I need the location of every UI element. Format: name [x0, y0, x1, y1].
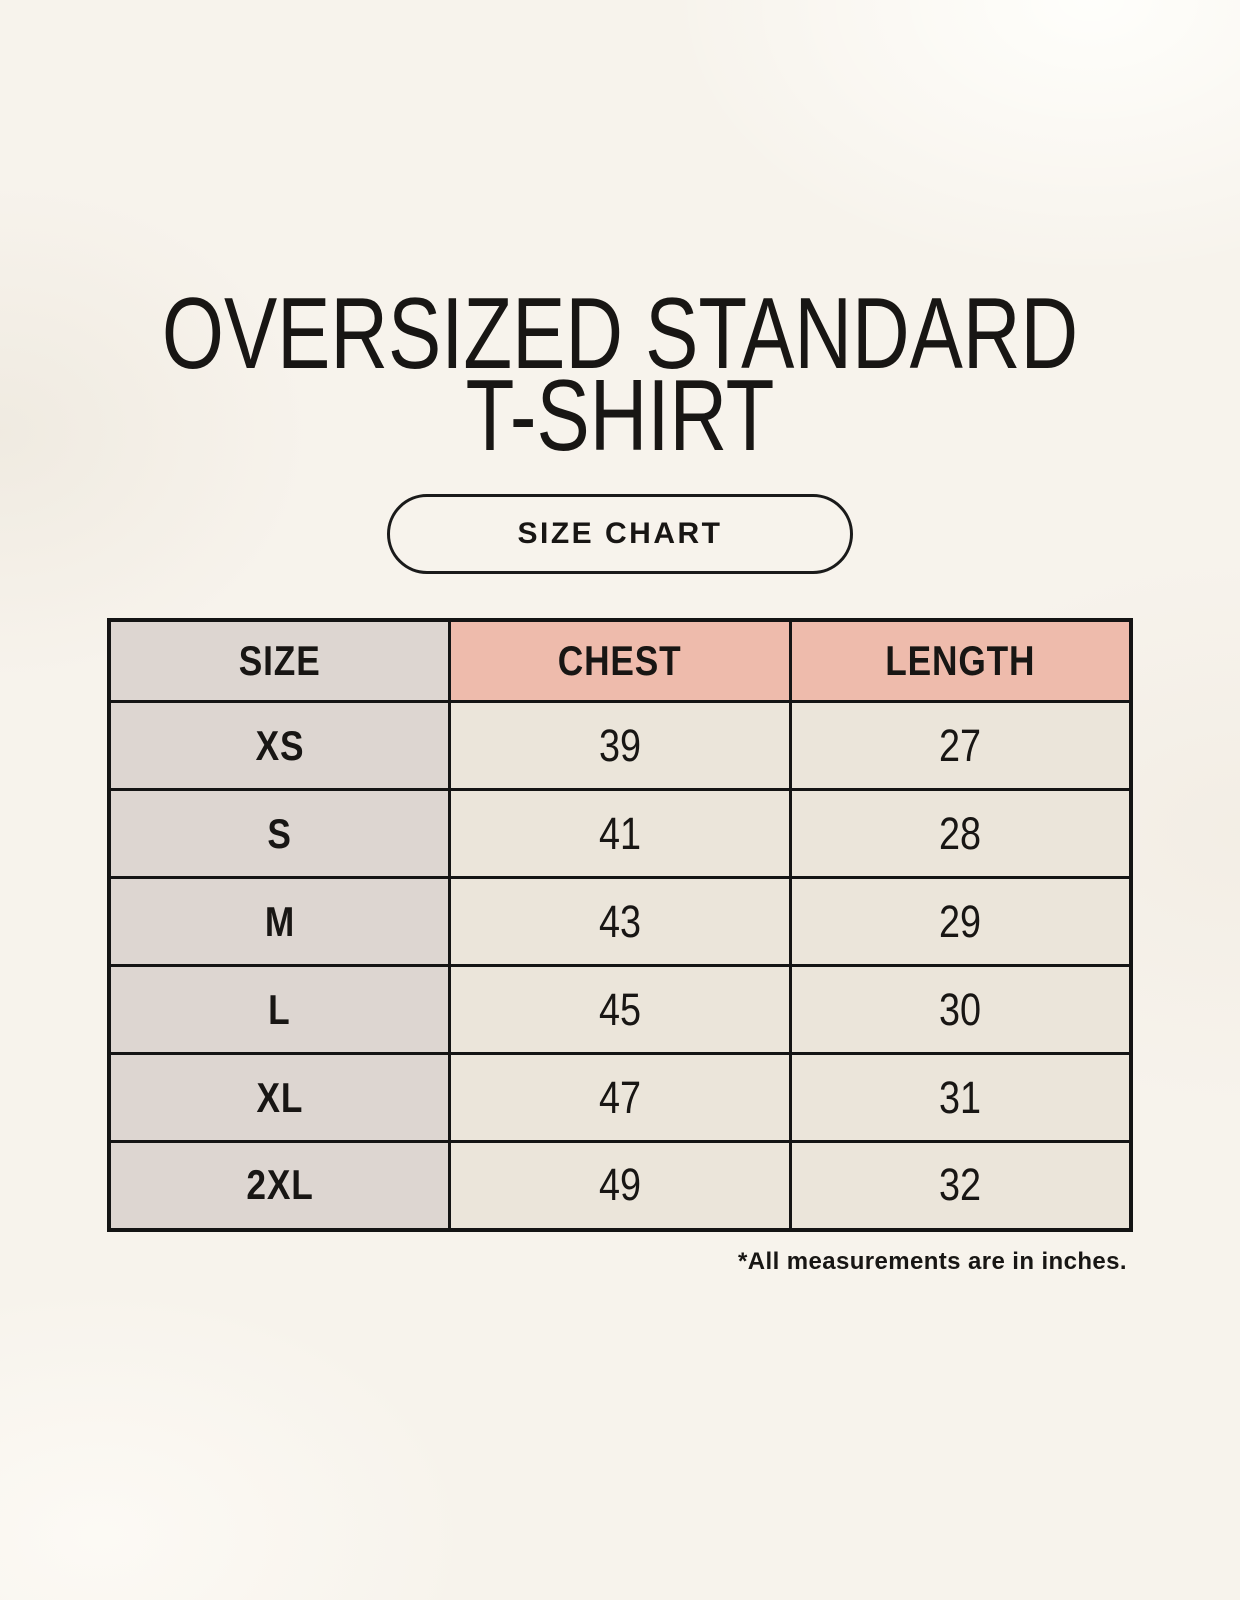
size-chart-badge[interactable]: SIZE CHART	[387, 493, 853, 574]
length-value-cell: 29	[788, 876, 1133, 968]
measurements-footnote: *All measurements are in inches.	[738, 1247, 1127, 1275]
size-label: S	[267, 809, 292, 857]
chest-value: 41	[598, 807, 642, 859]
chest-value-cell: 43	[448, 876, 792, 968]
length-value: 29	[939, 895, 982, 947]
page-title: OVERSIZED STANDARD T-SHIRT	[0, 278, 1240, 472]
length-value-cell: 27	[788, 700, 1133, 792]
chest-value-cell: 41	[448, 788, 792, 880]
table-row-m: M 43 29	[107, 876, 1133, 968]
header-row: SIZE CHEST LENGTH	[107, 618, 1133, 704]
footnote-container: *All measurements are in inches.	[107, 1248, 1133, 1276]
page-title-line-1: OVERSIZED STANDARD	[161, 278, 1079, 390]
length-value: 27	[939, 719, 982, 771]
size-label: L	[268, 985, 291, 1033]
size-cell: M	[107, 876, 452, 968]
length-value-cell: 28	[788, 788, 1133, 880]
column-header-size-label: SIZE	[238, 636, 321, 684]
length-value-cell: 31	[788, 1052, 1133, 1144]
table-row-xl: XL 47 31	[107, 1052, 1133, 1144]
length-value: 31	[939, 1071, 982, 1123]
size-label: XS	[255, 721, 304, 769]
table-header: SIZE CHEST LENGTH	[107, 618, 1133, 704]
size-chart-badge-label: SIZE CHART	[517, 516, 723, 550]
column-header-chest-label: CHEST	[558, 636, 682, 684]
size-cell: XL	[107, 1052, 452, 1144]
size-chart-table-container: SIZE CHEST LENGTH XS 39 27 S 41 28 M	[107, 617, 1133, 1232]
chest-value-cell: 39	[448, 700, 792, 792]
column-header-length: LENGTH	[788, 618, 1133, 704]
table-row-xs: XS 39 27	[107, 700, 1133, 792]
table-row-s: S 41 28	[107, 788, 1133, 880]
size-label: XL	[256, 1073, 303, 1121]
column-header-chest: CHEST	[448, 618, 792, 704]
chest-value: 43	[598, 895, 642, 947]
length-value: 28	[939, 807, 982, 859]
size-cell: 2XL	[107, 1140, 452, 1232]
chest-value-cell: 45	[448, 964, 792, 1056]
chest-value: 49	[598, 1159, 642, 1211]
column-header-length-label: LENGTH	[885, 636, 1036, 684]
chest-value-cell: 47	[448, 1052, 792, 1144]
length-value: 30	[939, 983, 982, 1035]
size-cell: S	[107, 788, 452, 880]
chest-value-cell: 49	[448, 1140, 792, 1232]
chest-value: 47	[598, 1071, 642, 1123]
size-label: 2XL	[245, 1161, 314, 1209]
size-cell: L	[107, 964, 452, 1056]
length-value-cell: 30	[788, 964, 1133, 1056]
chest-value: 39	[598, 719, 642, 771]
table-row-2xl: 2XL 49 32	[107, 1140, 1133, 1232]
chest-value: 45	[598, 983, 642, 1035]
column-header-size: SIZE	[107, 618, 452, 704]
size-label: M	[264, 897, 295, 945]
table-body: XS 39 27 S 41 28 M 43 29 L 45 30	[107, 700, 1133, 1232]
size-cell: XS	[107, 700, 452, 792]
length-value: 32	[939, 1159, 982, 1211]
page-title-line-2: T-SHIRT	[465, 359, 775, 472]
table-row-l: L 45 30	[107, 964, 1133, 1056]
size-chart-table: SIZE CHEST LENGTH XS 39 27 S 41 28 M	[107, 617, 1133, 1232]
length-value-cell: 32	[788, 1140, 1133, 1232]
